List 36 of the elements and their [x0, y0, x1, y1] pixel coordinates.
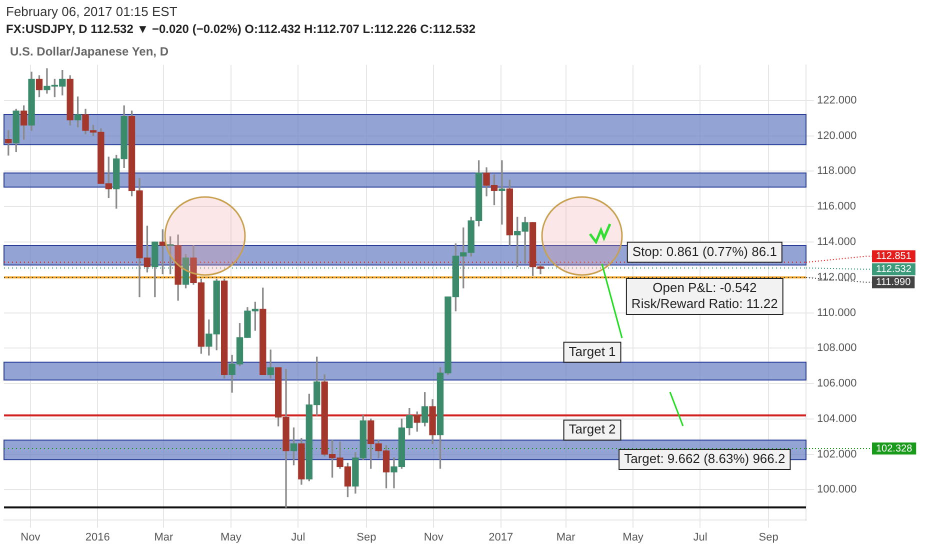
x-tick-label: 2017 [488, 531, 514, 544]
y-tick-label: 100.000 [817, 484, 857, 496]
chart-subtitle: FX:USDJPY, D 112.532 ▼ −0.020 (−0.02%) O:112.432 H:112.707 L:112.226 C:112.532 [5, 21, 477, 38]
x-tick-label: Jul [693, 531, 708, 544]
y-tick-label: 114.000 [817, 236, 856, 248]
chart-title: February 06, 2017 01:15 EST [5, 3, 178, 19]
annotation: Target: 9.662 (8.63%) 966.2 [624, 451, 786, 466]
y-tick-label: 122.000 [817, 94, 857, 106]
x-tick-label: Nov [20, 531, 41, 544]
ref-line-label: 112.851 [876, 251, 912, 262]
x-tick-label: Jul [291, 531, 306, 544]
y-tick-label: 116.000 [817, 200, 856, 213]
y-tick-label: 118.000 [817, 165, 856, 178]
annotation: Target 1 [568, 344, 616, 359]
x-tick-label: Sep [758, 531, 778, 544]
y-tick-label: 120.000 [817, 130, 857, 142]
x-tick-label: Mar [556, 531, 576, 544]
ref-line-label: 112.532 [876, 264, 912, 276]
y-tick-label: 112.000 [817, 271, 856, 284]
x-tick-label: 2016 [85, 531, 110, 544]
annotation: Open P&L: -0.542 Risk/Reward Ratio: 11.22 [631, 280, 778, 312]
x-tick-label: Sep [356, 531, 376, 544]
x-tick-label: May [220, 531, 242, 544]
ref-line-label: 102.328 [876, 443, 913, 454]
x-tick-label: Mar [154, 531, 174, 544]
y-tick-label: 110.000 [817, 306, 856, 319]
annotation: Stop: 0.861 (0.77%) 86.1 [632, 244, 777, 259]
x-tick-label: May [622, 531, 644, 544]
ref-line-label: 111.990 [876, 277, 912, 288]
y-tick-label: 102.000 [817, 448, 857, 460]
y-tick-label: 104.000 [817, 412, 857, 425]
y-tick-label: 108.000 [817, 342, 857, 354]
y-tick-label: 106.000 [817, 378, 857, 390]
annotation: Target 2 [568, 422, 616, 437]
text: U.S. Dollar/Japanese Yen, D [10, 44, 169, 58]
x-tick-label: Nov [424, 531, 444, 544]
